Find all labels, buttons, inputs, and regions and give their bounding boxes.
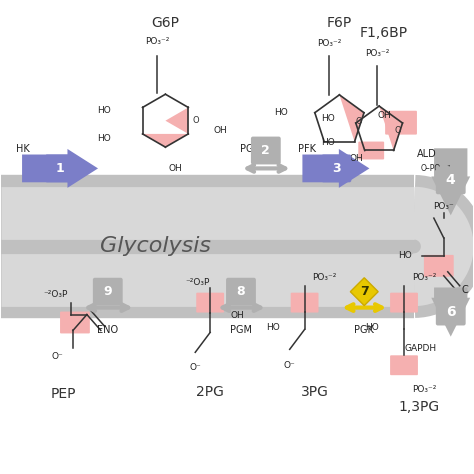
Text: PO₃⁻²: PO₃⁻² bbox=[146, 36, 170, 46]
Text: HO: HO bbox=[266, 323, 280, 332]
Polygon shape bbox=[339, 95, 364, 142]
Text: O⁻: O⁻ bbox=[51, 352, 63, 361]
FancyBboxPatch shape bbox=[385, 111, 417, 135]
Text: 2: 2 bbox=[262, 144, 270, 157]
Text: O–PO₃⁻²: O–PO₃⁻² bbox=[421, 164, 451, 173]
Text: OH: OH bbox=[230, 311, 244, 320]
Text: 4: 4 bbox=[446, 173, 456, 187]
FancyBboxPatch shape bbox=[390, 356, 418, 375]
Text: ENO: ENO bbox=[97, 326, 118, 336]
Text: O⁻: O⁻ bbox=[190, 363, 201, 372]
Text: C: C bbox=[462, 285, 468, 295]
Text: PO₃⁻²: PO₃⁻² bbox=[317, 39, 342, 48]
Text: GAPDH: GAPDH bbox=[405, 345, 437, 354]
Text: OH: OH bbox=[213, 126, 227, 135]
Text: HK: HK bbox=[16, 145, 30, 155]
Text: O: O bbox=[395, 126, 401, 135]
Text: HO: HO bbox=[97, 106, 111, 115]
Polygon shape bbox=[379, 106, 402, 150]
Text: Glycolysis: Glycolysis bbox=[100, 237, 211, 256]
Text: PO₃⁻²: PO₃⁻² bbox=[312, 273, 337, 282]
Text: O⁻: O⁻ bbox=[284, 361, 296, 370]
FancyBboxPatch shape bbox=[45, 155, 75, 182]
Text: PGM: PGM bbox=[230, 326, 252, 336]
Text: F6P: F6P bbox=[327, 16, 352, 30]
Text: OH: OH bbox=[349, 154, 363, 163]
FancyBboxPatch shape bbox=[226, 278, 256, 306]
FancyBboxPatch shape bbox=[251, 137, 281, 164]
FancyBboxPatch shape bbox=[196, 292, 224, 312]
Text: PEP: PEP bbox=[50, 387, 76, 401]
Text: PO₃⁻²: PO₃⁻² bbox=[365, 48, 389, 57]
Text: PGI: PGI bbox=[240, 145, 256, 155]
Text: 3PG: 3PG bbox=[301, 385, 328, 399]
Text: 1: 1 bbox=[55, 162, 64, 175]
Text: 8: 8 bbox=[237, 285, 245, 298]
FancyBboxPatch shape bbox=[321, 155, 351, 182]
Polygon shape bbox=[165, 108, 188, 134]
Text: PGK: PGK bbox=[354, 326, 374, 336]
Text: 2PG: 2PG bbox=[196, 385, 224, 399]
Text: PO₃⁻: PO₃⁻ bbox=[433, 201, 454, 210]
Text: 7: 7 bbox=[360, 285, 369, 298]
Text: 3: 3 bbox=[332, 162, 341, 175]
Text: PO₃⁻²: PO₃⁻² bbox=[412, 273, 436, 282]
Text: ⁻²O₃P: ⁻²O₃P bbox=[185, 278, 210, 287]
FancyBboxPatch shape bbox=[93, 278, 123, 306]
Text: O: O bbox=[192, 116, 199, 125]
Text: HO: HO bbox=[321, 114, 335, 123]
Text: F1,6BP: F1,6BP bbox=[360, 26, 408, 40]
FancyBboxPatch shape bbox=[358, 142, 384, 159]
Polygon shape bbox=[350, 278, 378, 306]
FancyBboxPatch shape bbox=[436, 166, 465, 194]
Text: OH: OH bbox=[377, 111, 391, 120]
Text: HO: HO bbox=[365, 323, 379, 332]
Text: G6P: G6P bbox=[151, 16, 180, 30]
Text: HO: HO bbox=[398, 251, 412, 260]
Text: PO₃⁻²: PO₃⁻² bbox=[412, 384, 436, 393]
FancyBboxPatch shape bbox=[390, 292, 418, 312]
Text: HO: HO bbox=[274, 108, 288, 117]
Polygon shape bbox=[143, 134, 188, 147]
FancyBboxPatch shape bbox=[436, 298, 465, 326]
Text: 1,3PG: 1,3PG bbox=[398, 400, 439, 414]
Text: 9: 9 bbox=[103, 285, 112, 298]
FancyBboxPatch shape bbox=[291, 292, 319, 312]
Text: HO: HO bbox=[97, 134, 111, 143]
FancyBboxPatch shape bbox=[60, 311, 90, 333]
Text: ALD: ALD bbox=[417, 148, 437, 158]
Text: 6: 6 bbox=[446, 305, 456, 319]
Text: PFK: PFK bbox=[298, 145, 316, 155]
FancyBboxPatch shape bbox=[424, 255, 454, 277]
Text: O: O bbox=[356, 117, 363, 126]
Text: HO: HO bbox=[321, 138, 335, 147]
Text: ⁻²O₃P: ⁻²O₃P bbox=[43, 290, 67, 299]
Text: OH: OH bbox=[168, 164, 182, 173]
